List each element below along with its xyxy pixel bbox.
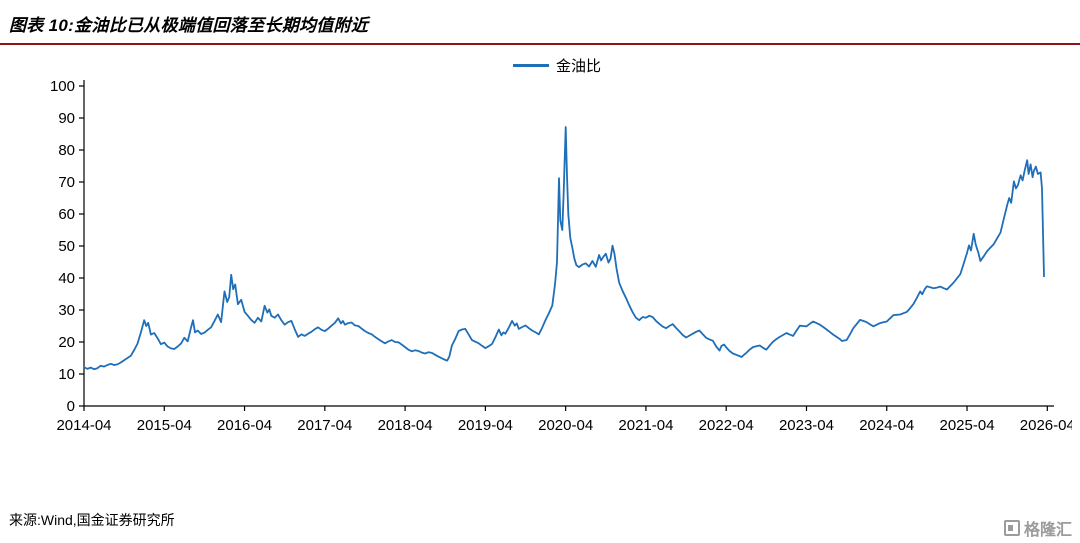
header: 图表 10:金油比已从极端值回落至长期均值附近 [0, 0, 1080, 45]
y-tick-label: 70 [58, 174, 75, 191]
axis-labels: 0 10 20 30 40 50 60 70 80 90 100 2014-04 2015-04 2016… [50, 78, 1075, 434]
y-tick-label: 30 [58, 302, 75, 319]
legend: 金油比 [22, 54, 1072, 76]
legend-label: 金油比 [555, 57, 601, 75]
x-tick-label: 2019-04 [458, 417, 513, 434]
y-tick-label: 90 [58, 110, 75, 127]
y-tick-label: 20 [58, 334, 75, 351]
gelonghui-logo-text: 格隆汇 [1023, 522, 1072, 539]
x-tick-label: 2021-04 [618, 417, 673, 434]
legend-line-swatch [512, 63, 549, 67]
x-tick-label: 2016-04 [217, 417, 272, 434]
source-note: 来源:Wind,国金证券研究所 [9, 512, 175, 528]
x-tick-label: 2014-04 [56, 417, 111, 434]
y-tick-label: 50 [58, 238, 75, 255]
x-tick-label: 2023-04 [779, 417, 834, 434]
x-tick-label: 2026-04 [1020, 417, 1072, 434]
x-tick-label: 2024-04 [859, 417, 914, 434]
y-tick-label: 80 [58, 142, 75, 159]
x-tick-label: 2015-04 [137, 417, 192, 434]
gelonghui-logo: 格隆汇 [1003, 516, 1072, 540]
chart-title: 图表 10:金油比已从极端值回落至长期均值附近 [9, 16, 369, 35]
x-tick-label: 2025-04 [940, 417, 995, 434]
x-tick-label: 2017-04 [297, 417, 352, 434]
y-tick-label: 0 [67, 398, 75, 415]
gelonghui-logo-icon [1003, 520, 1020, 536]
x-tick-label: 2020-04 [538, 417, 593, 434]
x-tick-label: 2022-04 [699, 417, 754, 434]
y-tick-label: 10 [58, 366, 75, 383]
title-underline [0, 43, 1080, 45]
line-chart-plot: 0 10 20 30 40 50 60 70 80 90 100 2014-04 2015-04 2016… [50, 78, 1075, 434]
axes [79, 80, 1054, 411]
y-tick-label: 40 [58, 270, 75, 287]
y-tick-label: 60 [58, 206, 75, 223]
chart: 金油比 0 10 20 30 40 50 60 70 80 90 100 2014-04 2015-04… [22, 46, 1075, 449]
y-tick-label: 100 [50, 78, 75, 95]
series-line [83, 126, 1045, 371]
x-tick-label: 2018-04 [378, 417, 433, 434]
